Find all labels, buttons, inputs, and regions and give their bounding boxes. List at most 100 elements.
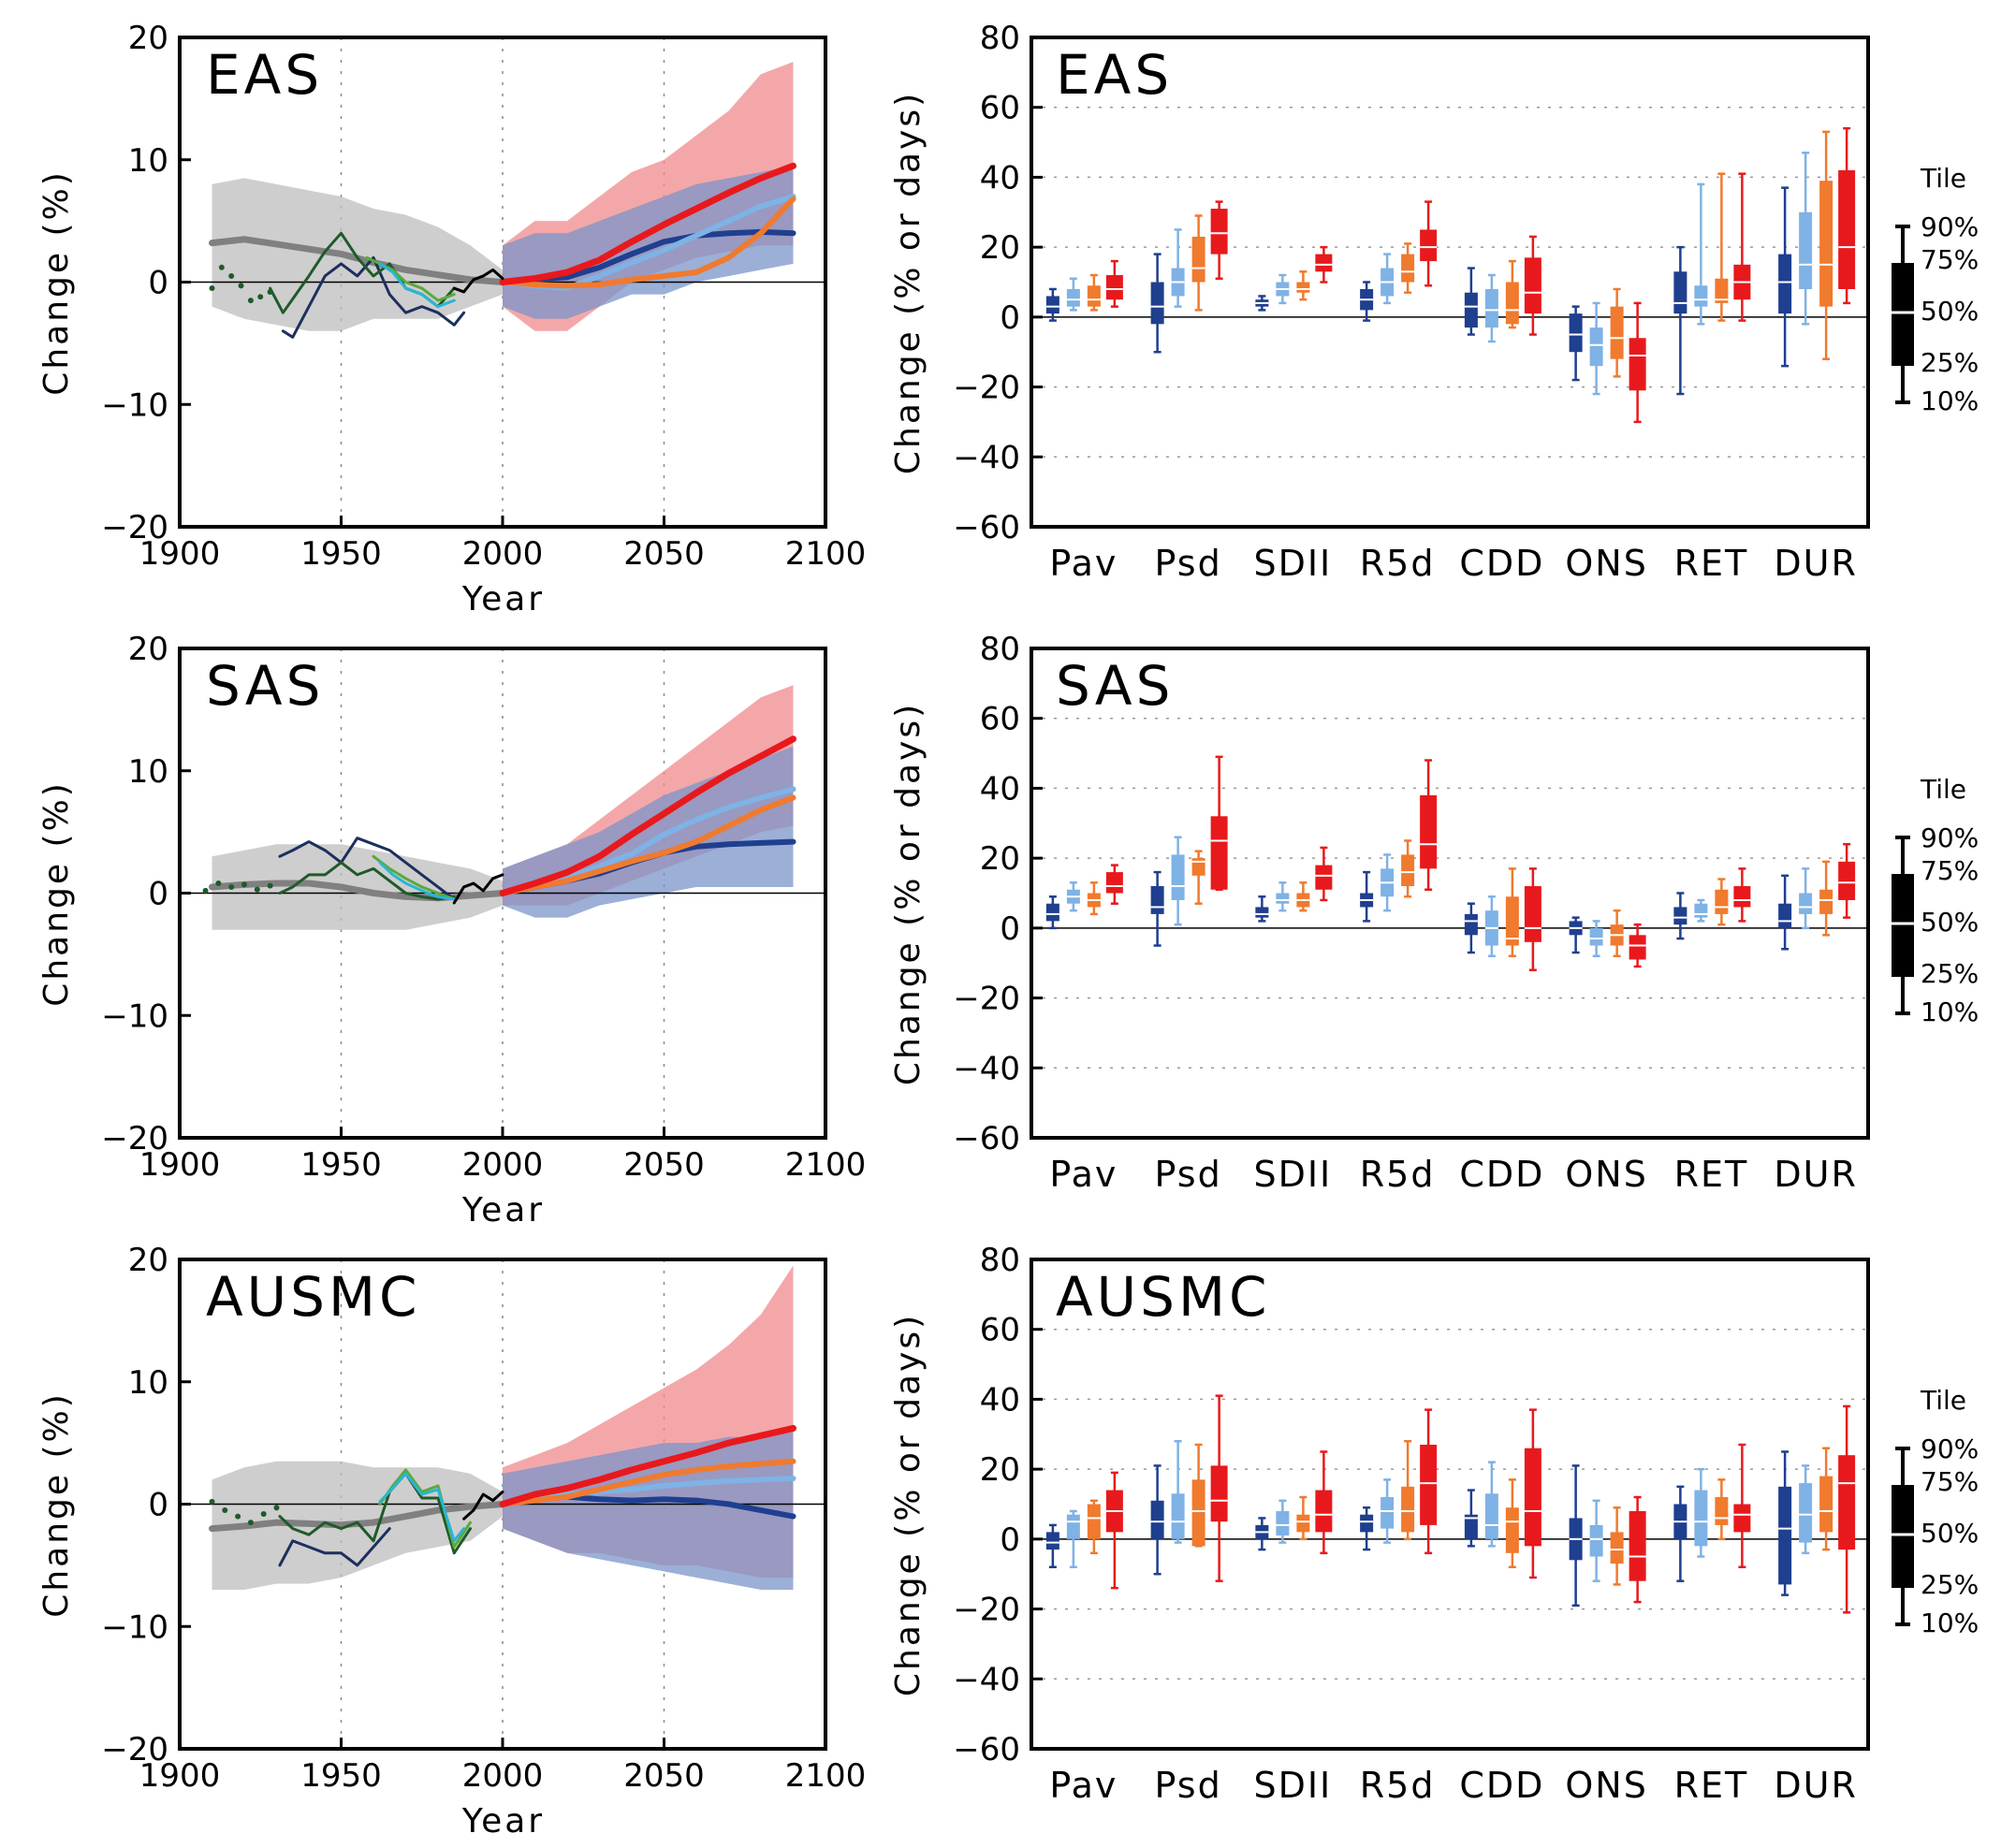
box [1589,1524,1603,1557]
obs-point [267,882,273,889]
box [1315,254,1333,272]
panel-title: SAS [206,654,324,718]
series-line [499,162,796,285]
obs-point [257,294,264,300]
x-tick-label: 2100 [785,1146,867,1184]
box [1105,872,1123,894]
y-axis-label: Change (%) [37,169,76,396]
legend-title: Tile [1920,774,1966,805]
obs-point [241,881,247,888]
legend-label-75: 75% [1921,244,1979,275]
box [1629,338,1646,391]
panel-title: EAS [1056,43,1173,107]
category-label: Psd [1155,1765,1222,1806]
box [1045,903,1059,922]
legend-label-10: 10% [1921,997,1979,1027]
obs-point [247,1520,254,1526]
box [1524,1448,1541,1547]
series-line [378,1472,466,1543]
y-tick-label: 0 [1000,299,1020,337]
obs-point [267,288,273,295]
spread-band [503,746,794,918]
legend-label-50: 50% [1921,296,1979,327]
series-line [499,735,796,896]
category-label: Pav [1049,1154,1118,1195]
obs-point [209,285,215,292]
box [1420,794,1438,869]
y-tick-label: −40 [953,439,1020,476]
y-tick-label: −20 [101,1120,168,1157]
tile-legend: Tile 90% 75% 50% 25% 10% [1892,1385,1979,1638]
plot-frame [1030,647,1870,1140]
y-tick-label: −10 [101,997,168,1035]
tile-legend: Tile 90% 75% 50% 25% 10% [1892,774,1979,1027]
legend-box [1892,1485,1914,1588]
category-label: Psd [1155,543,1222,584]
series-line [378,1468,472,1549]
box [1838,861,1856,900]
plot-area: Pav Psd SDII R5d CDD ONS RET DUR −60 −40 −20 0 20 40 6… [953,20,1870,584]
y-tick-label: −20 [953,370,1020,407]
box [1610,1532,1624,1564]
box [1733,1504,1751,1533]
box [1694,903,1708,918]
y-tick-label: 0 [148,876,168,913]
category-label: R5d [1360,1154,1436,1195]
legend-label-90: 90% [1921,822,1979,853]
y-tick-label: −40 [953,1661,1020,1698]
x-axis-label: Year [461,1802,545,1841]
legend-label-25: 25% [1921,347,1979,378]
box [1838,1455,1856,1550]
box [1733,886,1751,908]
line-panel-ausmc: −20 −10 0 10 20 1900 1950 2000 2050 2100 AUSMC Ch… [37,1242,866,1841]
y-tick-label: 60 [980,90,1020,127]
series-line [378,861,456,901]
category-label: DUR [1774,1154,1857,1195]
box [1191,1479,1205,1547]
legend-label-50: 50% [1921,1518,1979,1549]
obs-point [260,1510,267,1517]
obs-point [254,886,260,893]
box [1296,1514,1310,1533]
y-tick-label: −10 [101,386,168,424]
box [1401,254,1415,283]
series-line [372,854,456,901]
x-tick-label: 2000 [462,535,544,573]
box [1694,285,1708,307]
category-label: SDII [1253,1765,1332,1806]
legend-box [1892,263,1914,366]
y-tick-label: −20 [953,1592,1020,1629]
plot-area: −20 −10 0 10 20 1900 1950 2000 2050 2100 [101,631,866,1184]
series-line [500,196,796,289]
legend-label-90: 90% [1921,1433,1979,1464]
box [1505,1507,1519,1553]
series-line [500,1458,796,1507]
x-tick-label: 1900 [139,535,221,573]
box [1715,278,1729,303]
obs-point [222,1507,228,1514]
box [1464,1514,1478,1539]
category-label: CDD [1459,1765,1544,1806]
x-tick-label: 1950 [300,535,382,573]
y-tick-label: 20 [128,20,168,57]
box [1673,271,1687,314]
category-label: Psd [1155,1154,1222,1195]
panel-title: AUSMC [1056,1265,1271,1329]
box [1629,1510,1646,1581]
obs-point [218,264,225,270]
y-tick-label: −60 [953,509,1020,546]
category-label: RET [1674,1765,1749,1806]
y-tick-label: 0 [1000,910,1020,948]
category-label: CDD [1459,543,1544,584]
box [1799,211,1813,289]
y-tick-label: 20 [128,631,168,668]
box [1150,1500,1164,1539]
box [1484,1493,1498,1539]
box [1694,1490,1708,1547]
box [1276,893,1290,904]
box [1838,169,1856,289]
box [1629,935,1646,960]
x-tick-label: 1950 [300,1146,382,1184]
box-panel-ausmc: Pav Psd SDII R5d CDD ONS RET DUR −60 −40 −20 0 20 40 6… [889,1242,1870,1806]
